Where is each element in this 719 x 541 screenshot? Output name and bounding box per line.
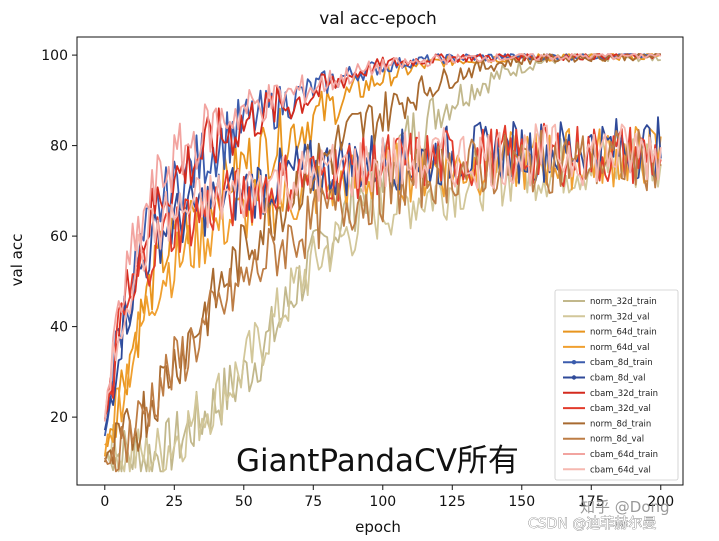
y-tick-label: 60 xyxy=(50,229,68,245)
y-tick-label: 80 xyxy=(50,139,68,155)
legend-label: norm_64d_val xyxy=(590,343,650,353)
legend-marker xyxy=(571,360,577,365)
series-layer xyxy=(103,53,662,473)
series-line xyxy=(103,53,662,422)
legend-label: cbam_32d_val xyxy=(590,404,651,414)
series-line xyxy=(103,128,662,473)
y-tick-label: 20 xyxy=(50,410,68,426)
series-cbam_64d_val xyxy=(103,123,662,418)
watermark-zhihu: 知乎 @Dong xyxy=(580,498,670,516)
legend-label: cbam_32d_train xyxy=(590,389,658,399)
x-tick-label: 175 xyxy=(578,494,605,510)
legend-label: cbam_8d_val xyxy=(590,374,645,384)
x-tick-label: 75 xyxy=(304,494,322,510)
y-axis-ticks: 20 40 60 80 100 xyxy=(41,48,77,426)
plot-frame xyxy=(76,36,684,486)
y-axis-label: val acc xyxy=(8,234,26,287)
series-line xyxy=(103,123,662,418)
legend-label: norm_32d_train xyxy=(590,297,657,307)
series-norm_8d_val xyxy=(103,128,662,473)
x-tick-label: 50 xyxy=(235,494,253,510)
x-tick-label: 25 xyxy=(165,494,183,510)
legend-label: cbam_64d_train xyxy=(590,450,658,460)
legend-label: norm_8d_val xyxy=(590,435,644,445)
x-tick-label: 150 xyxy=(508,494,535,510)
legend-label: norm_32d_val xyxy=(590,312,650,322)
x-axis-label: epoch xyxy=(355,518,401,536)
x-axis-ticks: 0 25 50 75 100 125 150 175 200 xyxy=(100,485,674,510)
y-tick-label: 40 xyxy=(50,320,68,336)
legend-label: cbam_64d_val xyxy=(590,465,651,475)
legend-label: norm_8d_train xyxy=(590,419,651,429)
x-tick-label: 0 xyxy=(100,494,109,510)
series-norm_8d_train xyxy=(103,53,661,465)
y-tick-label: 100 xyxy=(41,48,68,64)
x-tick-label: 200 xyxy=(647,494,674,510)
series-line xyxy=(103,53,661,465)
watermark-csdn: CSDN @迪菲赫尔曼 xyxy=(528,516,656,532)
x-tick-label: 125 xyxy=(439,494,466,510)
legend-label: cbam_8d_train xyxy=(590,358,653,368)
x-tick-label: 100 xyxy=(369,494,396,510)
chart-title: val acc-epoch xyxy=(319,9,437,29)
legend-label: norm_64d_train xyxy=(590,328,657,338)
legend-box xyxy=(554,289,679,481)
series-cbam_64d_train xyxy=(103,53,662,422)
watermark-main: GiantPandaCV所有 xyxy=(236,443,519,479)
legend-marker xyxy=(571,375,577,380)
legend: norm_32d_train norm_32d_val norm_64d_train… xyxy=(554,289,679,481)
